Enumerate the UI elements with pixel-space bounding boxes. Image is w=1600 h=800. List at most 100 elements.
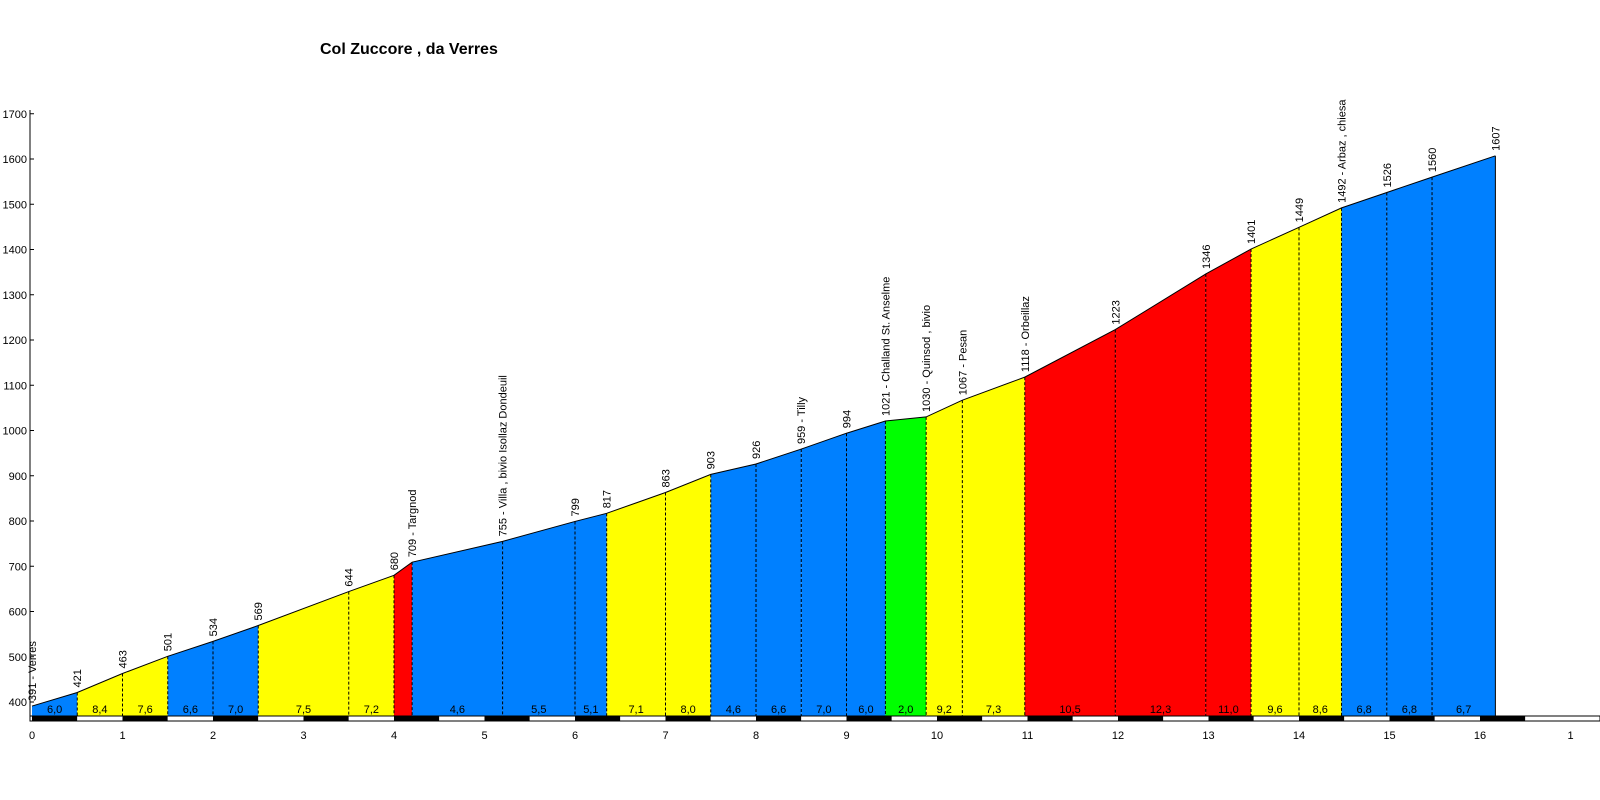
x-axis-stripe [1118, 716, 1164, 721]
x-tick-label: 9 [843, 730, 849, 742]
altitude-label: 1607 [1490, 126, 1502, 150]
altitude-label: 994 [842, 410, 854, 428]
grade-label: 6,0 [47, 704, 62, 716]
segment-yellow [258, 591, 349, 716]
x-axis-stripe [846, 716, 892, 721]
segment-yellow [122, 656, 168, 716]
altitude-labels: 391 - Verres 421 463 501 534 569 644 680 709 - T… [27, 99, 1502, 701]
profile-segments [32, 155, 1496, 717]
segment-yellow [77, 673, 123, 716]
x-tick-label: 14 [1293, 730, 1305, 742]
altitude-label: 1526 [1382, 163, 1394, 187]
segment-red [1115, 273, 1206, 716]
x-tick-label: 1 [1567, 730, 1573, 742]
segment-red [1205, 249, 1252, 717]
y-tick-label: 600 [9, 607, 27, 619]
grade-label: 8,6 [1313, 704, 1328, 716]
x-axis-stripe [439, 716, 485, 721]
x-axis-stripe [1208, 716, 1254, 721]
x-axis-stripe [529, 716, 575, 721]
segment-yellow [606, 492, 666, 716]
altitude-label: 709 - Targnod [407, 489, 419, 557]
x-tick-label: 12 [1112, 730, 1124, 742]
grade-label: 6,7 [1456, 704, 1471, 716]
grade-label: 6,6 [183, 704, 198, 716]
segment-green [885, 416, 927, 716]
segment-yellow [348, 575, 394, 716]
altitude-label: 463 [118, 650, 130, 668]
x-axis-stripe [348, 716, 394, 721]
segment-blue [1341, 192, 1387, 717]
x-axis-stripe [394, 716, 440, 721]
grade-label: 8,0 [680, 704, 695, 716]
y-tick-label: 1000 [3, 426, 27, 438]
x-axis-stripe [1299, 716, 1345, 721]
segment-blue [213, 625, 259, 716]
segment-dividers [76, 155, 1496, 716]
altitude-label: 817 [602, 490, 614, 508]
x-tick-label: 3 [300, 730, 306, 742]
grade-label: 7,5 [296, 704, 311, 716]
grade-label: 4,6 [450, 704, 465, 716]
grade-label: 2,0 [898, 704, 913, 716]
segment-red [1024, 329, 1116, 716]
grade-label: 11,0 [1218, 704, 1239, 716]
x-tick-label: 2 [210, 730, 216, 742]
x-axis-stripe [258, 716, 304, 721]
altitude-label: 959 - Tilly [796, 396, 808, 444]
x-tick-label: 7 [662, 730, 668, 742]
grade-label: 6,6 [771, 704, 786, 716]
altitude-label: 680 [389, 552, 401, 570]
segment-blue [167, 641, 213, 716]
x-tick-label: 5 [481, 730, 487, 742]
grade-label: 6,0 [858, 704, 873, 716]
altitude-label: 1067 - Pesan [957, 330, 969, 395]
segment-blue [801, 433, 847, 716]
x-axis-stripe [1480, 716, 1526, 721]
altitude-label: 1560 [1427, 148, 1439, 172]
altitude-label: 1030 - Quinsod , bivio [921, 305, 933, 412]
x-tick-label: 8 [753, 730, 759, 742]
x-axis-stripe [937, 716, 983, 721]
y-tick-label: 500 [9, 652, 27, 664]
x-axis-stripe [891, 716, 937, 721]
altitude-label: 1223 [1110, 300, 1122, 324]
altitude-label: 1346 [1201, 244, 1213, 268]
altitude-label: 501 [163, 633, 175, 651]
x-axis-stripe [32, 716, 78, 721]
y-axis: 400 500 600 700 800 900 1000 1100 1200 1300 1400 15… [3, 109, 34, 716]
x-axis-stripe [1344, 716, 1390, 721]
grade-label: 10,5 [1059, 704, 1080, 716]
x-tick-label: 6 [572, 730, 578, 742]
segment-blue [756, 449, 802, 716]
altitude-label: 799 [570, 498, 582, 516]
x-axis-stripe [801, 716, 847, 721]
x-axis-stripe [484, 716, 530, 721]
altitude-label: 391 - Verres [27, 641, 39, 701]
altitude-label: 644 [344, 568, 356, 586]
grade-label: 6,8 [1357, 704, 1372, 716]
x-axis-stripe [982, 716, 1028, 721]
altitude-label: 1492 - Arbaz , chiesa [1337, 99, 1349, 203]
chart-title: Col Zuccore , da Verres [320, 41, 498, 58]
x-axis-bar [29, 715, 1600, 722]
y-tick-label: 900 [9, 471, 27, 483]
x-tick-label: 10 [931, 730, 943, 742]
segment-yellow [926, 400, 963, 716]
x-tick-label: 11 [1022, 730, 1033, 742]
grade-labels: 6,0 8,4 7,6 6,6 7,0 7,5 7,2 4,6 5,5 5,1 7,1 8,0 4,6 6… [47, 704, 1471, 716]
grade-label: 7,0 [228, 704, 243, 716]
grade-label: 7,1 [628, 704, 643, 716]
segment-blue [1386, 177, 1433, 717]
y-tick-label: 1100 [3, 380, 27, 392]
grade-label: 9,6 [1267, 704, 1282, 716]
x-tick-label: 13 [1202, 730, 1214, 742]
x-axis-stripe [213, 716, 259, 721]
segment-blue [846, 420, 886, 716]
altitude-label: 534 [208, 618, 220, 636]
x-tick-label: 15 [1383, 730, 1395, 742]
x-axis-stripe [575, 716, 621, 721]
altitude-label: 926 [751, 441, 763, 459]
x-axis-stripe [1072, 716, 1118, 721]
